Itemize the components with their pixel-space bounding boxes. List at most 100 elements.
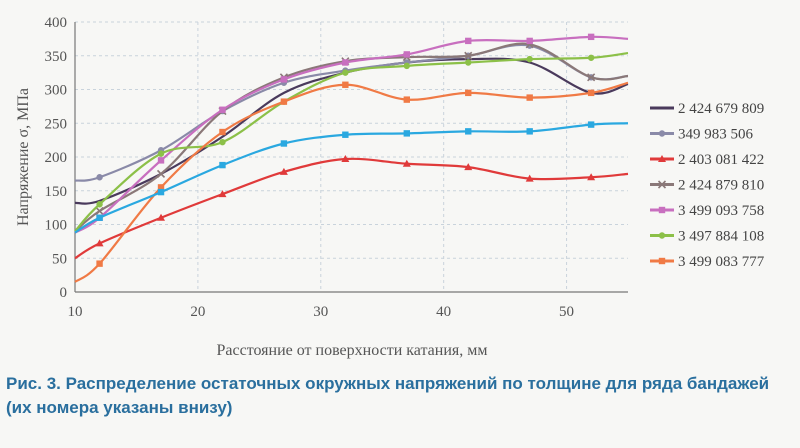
data-point: [342, 59, 349, 66]
data-point: [342, 69, 349, 76]
y-tick-label: 250: [45, 116, 68, 132]
data-point: [96, 201, 103, 208]
legend-label: 2 424 679 809: [678, 101, 764, 117]
legend-label: 2 424 879 810: [678, 178, 764, 194]
legend-item: 3 499 093 758: [650, 203, 764, 219]
data-point: [526, 128, 533, 135]
series-path: [74, 35, 629, 234]
data-point: [403, 51, 410, 58]
data-point: [403, 96, 410, 103]
data-point: [96, 174, 103, 181]
data-point: [219, 106, 226, 113]
data-point: [280, 98, 288, 105]
series-path: [74, 51, 629, 232]
data-point: [587, 33, 595, 41]
data-point: [526, 94, 533, 101]
series-path: [74, 122, 629, 234]
data-point: [157, 188, 165, 196]
data-point: [156, 169, 166, 178]
legend-item: 3 499 083 777: [650, 254, 765, 270]
data-point: [464, 163, 473, 171]
x-axis-title: Расстояние от поверхности катания, мм: [216, 342, 487, 359]
data-point: [465, 37, 472, 45]
legend-item: 2 403 081 422: [650, 152, 764, 168]
data-point: [96, 214, 103, 221]
data-point: [526, 55, 533, 63]
legend-item: 3 497 884 108: [650, 229, 764, 245]
chart-series: [74, 33, 629, 283]
data-point: [587, 54, 595, 61]
data-point: [157, 150, 165, 157]
y-tick-label: 0: [60, 285, 68, 301]
data-point: [157, 213, 166, 221]
data-point: [465, 89, 472, 97]
x-tick-label: 30: [313, 304, 328, 320]
series-path: [74, 81, 629, 283]
data-point: [658, 232, 666, 239]
data-point: [219, 161, 226, 169]
data-point: [587, 89, 595, 97]
series-line: [74, 81, 629, 283]
series-line: [74, 121, 629, 234]
chart: 0 50 100 150 200 250 300 350 400 10 20 30 40 50 Расст…: [15, 15, 765, 359]
data-point: [219, 128, 226, 136]
data-point: [465, 128, 472, 135]
data-point: [157, 157, 165, 164]
data-point: [280, 140, 288, 147]
series-path: [74, 57, 629, 205]
data-point: [279, 167, 288, 175]
x-tick-label: 40: [436, 304, 451, 320]
data-point: [402, 159, 411, 167]
data-point: [525, 174, 534, 182]
x-tick-label: 20: [190, 304, 205, 320]
data-point: [342, 131, 349, 138]
legend-item: 2 424 679 809: [650, 101, 764, 117]
legend-label: 2 403 081 422: [678, 152, 764, 168]
data-point: [403, 130, 410, 137]
y-tick-label: 100: [45, 218, 68, 234]
data-point: [465, 59, 472, 66]
series-line: [74, 51, 629, 232]
data-point: [658, 130, 666, 137]
data-point: [587, 121, 595, 128]
data-point: [587, 73, 596, 82]
series-line: [74, 155, 629, 260]
x-tick-label: 50: [559, 304, 574, 320]
y-tick-label: 150: [45, 184, 68, 200]
data-point: [219, 138, 226, 146]
series-path: [74, 157, 629, 260]
data-point: [658, 155, 666, 162]
series-line: [74, 33, 629, 234]
data-point: [657, 180, 667, 189]
legend-label: 349 983 506: [678, 127, 754, 143]
data-point: [280, 76, 288, 83]
legend-label: 3 499 083 777: [678, 254, 765, 270]
data-point: [403, 62, 410, 70]
chart-ticks: 0 50 100 150 200 250 300 350 400 10 20 30 40 50: [45, 15, 575, 320]
data-point: [658, 257, 666, 265]
y-tick-label: 400: [45, 15, 68, 31]
data-point: [464, 51, 473, 60]
data-point: [341, 155, 350, 163]
data-point: [218, 190, 227, 198]
figure-caption: Рис. 3. Распределение остаточных окружны…: [6, 374, 770, 417]
chart-legend: 2 424 679 809 349 983 506 2 403 081 422 2 4…: [650, 101, 765, 270]
chart-axes: [74, 22, 628, 293]
legend-label: 3 499 093 758: [678, 203, 764, 219]
legend-item: 2 424 879 810: [650, 178, 764, 194]
legend-label: 3 497 884 108: [678, 229, 764, 245]
data-point: [526, 37, 533, 45]
data-point: [95, 206, 104, 216]
y-tick-label: 300: [45, 83, 68, 99]
y-tick-label: 50: [52, 251, 67, 267]
data-point: [95, 239, 104, 247]
legend-item: 349 983 506: [650, 127, 754, 143]
x-tick-label: 10: [68, 304, 83, 320]
y-tick-label: 350: [45, 49, 68, 65]
chart-grid: [74, 21, 628, 293]
y-tick-label: 200: [45, 150, 68, 166]
data-point: [342, 81, 349, 88]
data-point: [157, 184, 165, 191]
y-axis-title: Напряжение σ, МПа: [15, 88, 32, 226]
data-point: [587, 173, 596, 181]
